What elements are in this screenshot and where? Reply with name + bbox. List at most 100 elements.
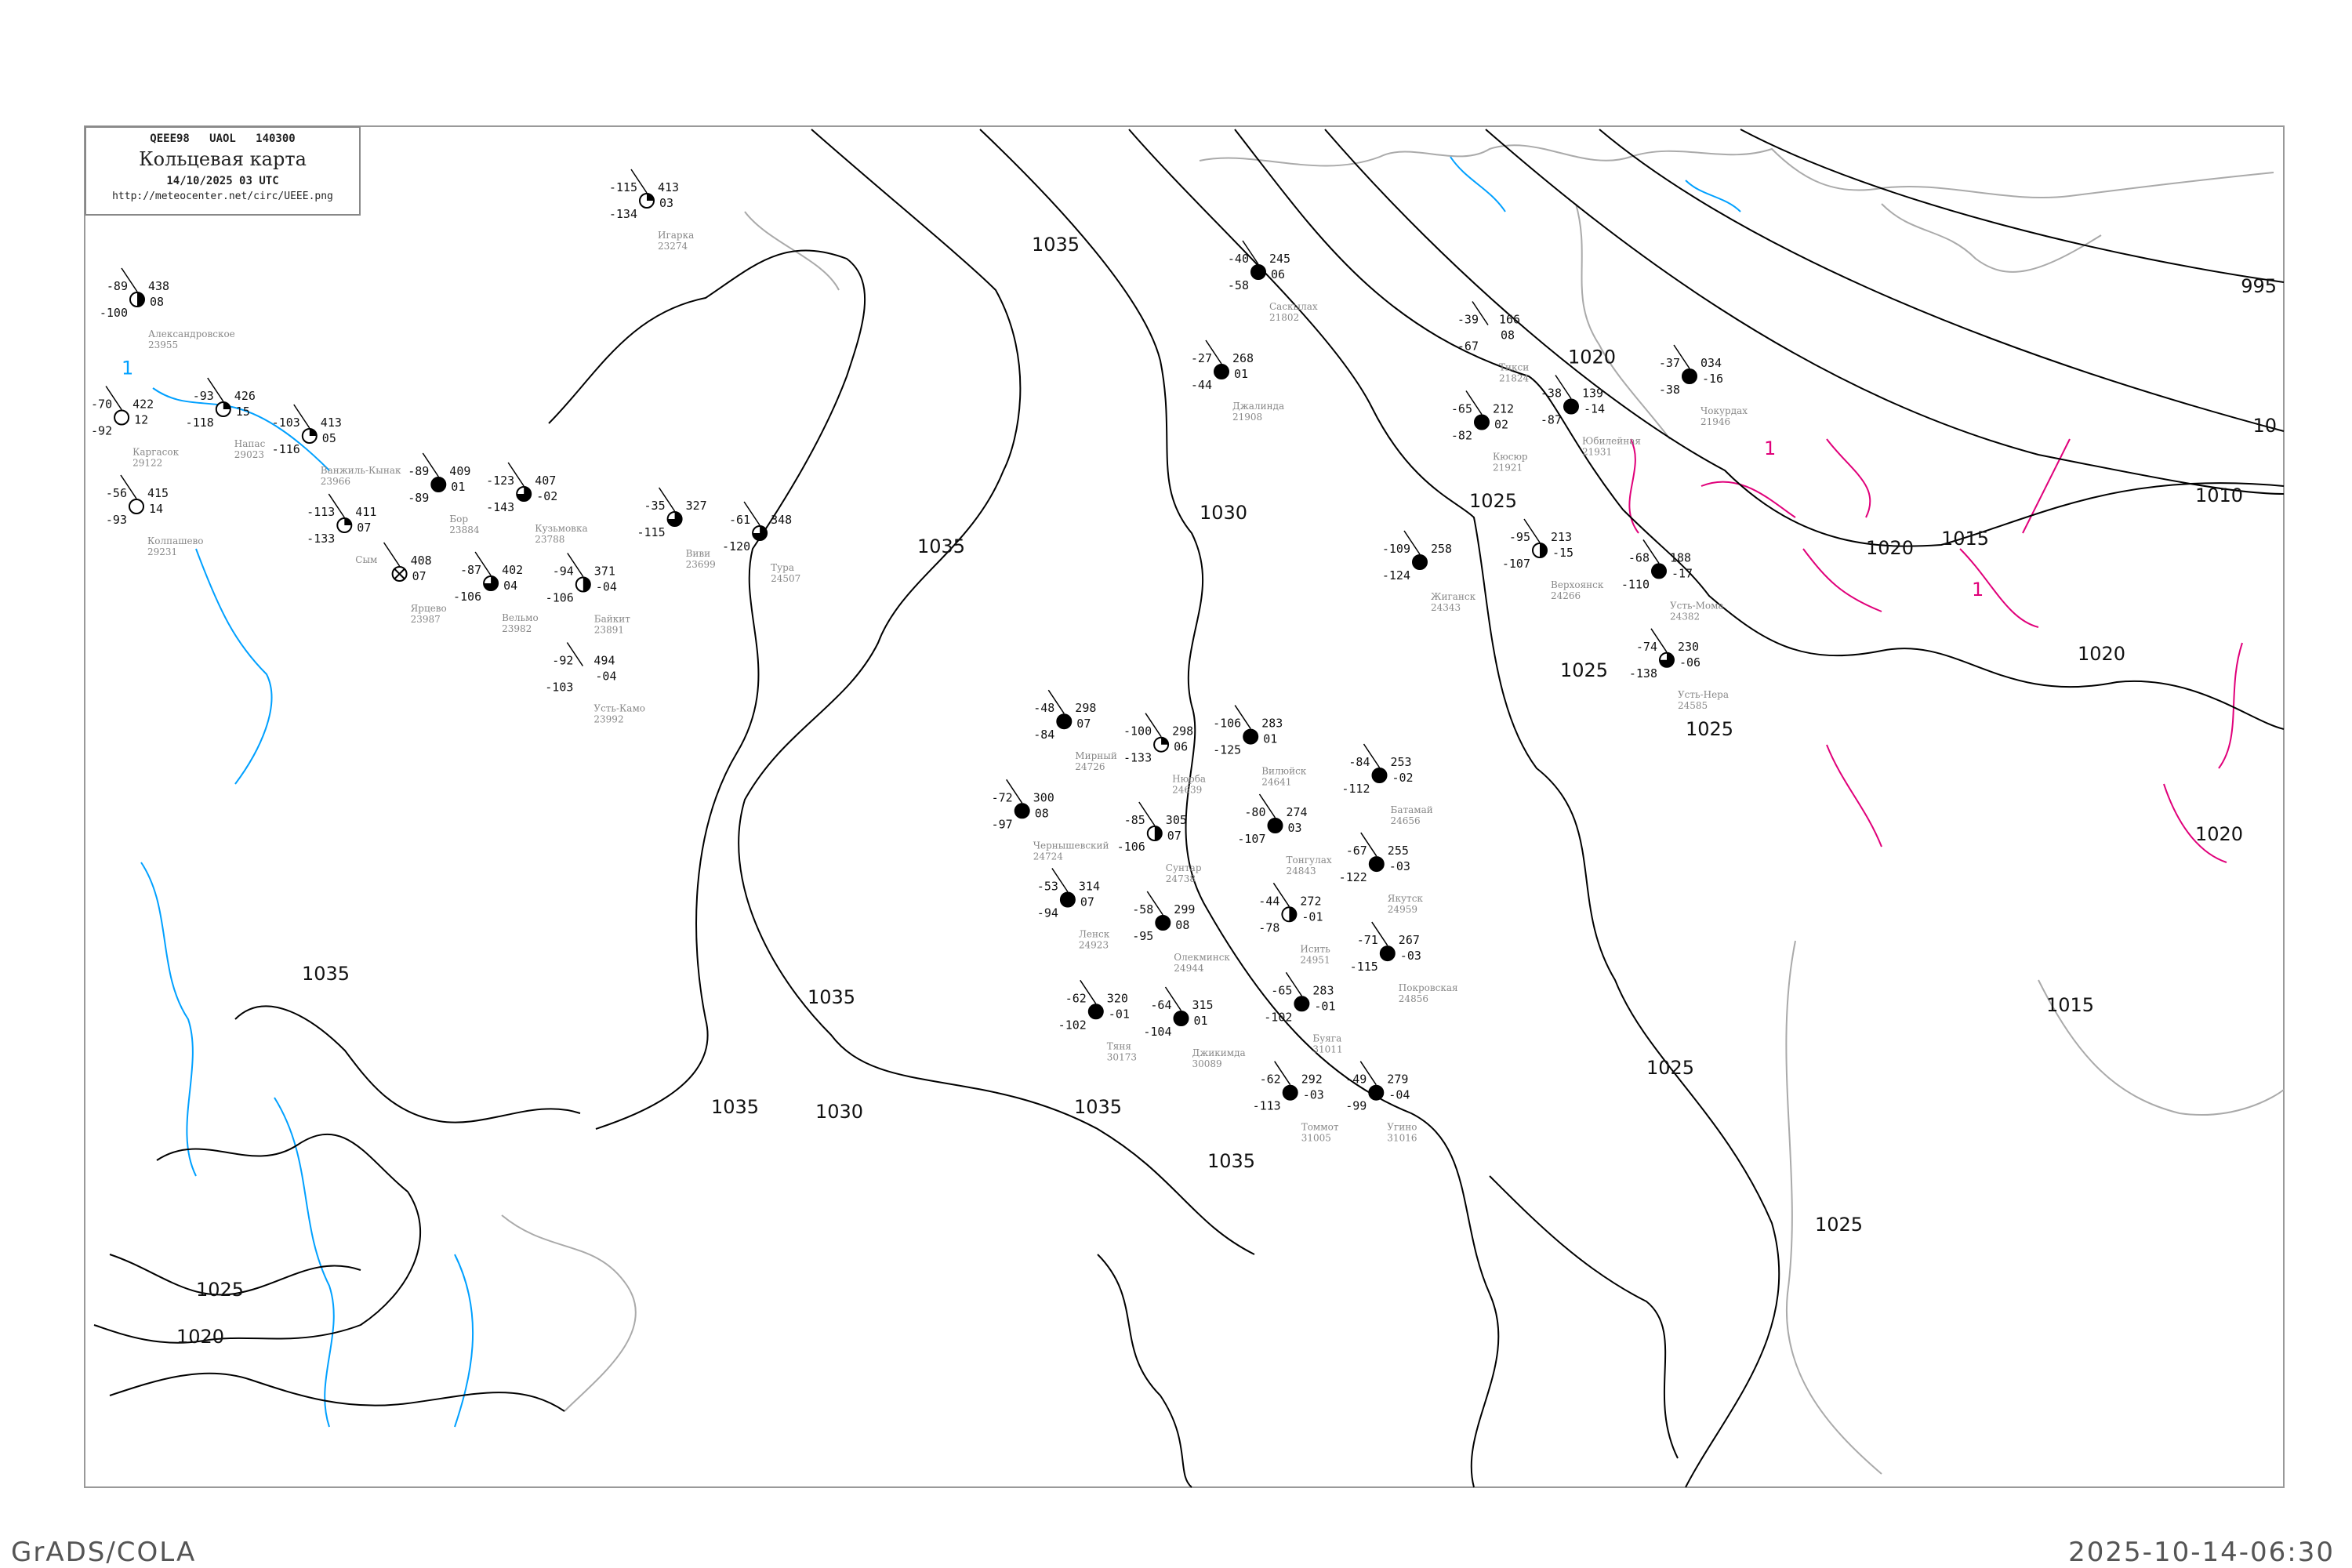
pressure: 292 — [1301, 1073, 1323, 1087]
pressure: 422 — [132, 397, 154, 412]
temperature: -37 — [1659, 356, 1680, 370]
cloud-cover-icon — [1563, 398, 1579, 415]
station-name: Байкит — [594, 614, 630, 625]
cloud-cover-icon — [1371, 768, 1388, 783]
temperature: -89 — [107, 279, 128, 293]
pressure: 230 — [1678, 640, 1699, 654]
station-id: 24507 — [771, 573, 800, 584]
cloud-partial-icon — [344, 518, 352, 525]
cloud-cover-icon — [1379, 946, 1396, 962]
temperature: -56 — [106, 486, 127, 500]
cloud-cover-icon — [1173, 1011, 1189, 1026]
station-id: 24585 — [1678, 700, 1708, 711]
isobar-label: 1020 — [1866, 537, 1914, 559]
pressure: 245 — [1269, 252, 1290, 266]
station-id: 23274 — [658, 241, 688, 252]
isobar-label-group: 1025 — [1560, 659, 1608, 681]
station-id: 21931 — [1582, 447, 1612, 458]
cloud-cover-icon — [1087, 1004, 1104, 1020]
wind-barb-icon — [1242, 240, 1259, 265]
station-id: 21824 — [1499, 373, 1530, 384]
station-name: Джалинда — [1232, 401, 1284, 412]
temperature: -39 — [1457, 313, 1479, 327]
isobar-label: 1025 — [1646, 1057, 1694, 1079]
station-name: Ленск — [1079, 929, 1110, 940]
dew-point: -115 — [637, 525, 665, 539]
dew-point: -102 — [1058, 1018, 1087, 1032]
wind-barb-icon — [207, 377, 224, 402]
pressure-tendency: 06 — [1174, 740, 1188, 754]
isobar-label: 1030 — [1200, 502, 1247, 524]
wind-barb-icon — [1360, 832, 1377, 857]
source-url[interactable]: http://meteocenter.net/circ/UEEE.png — [112, 191, 333, 202]
wind-barb-icon — [507, 462, 524, 487]
pressure: 409 — [449, 464, 470, 478]
station-id: 23992 — [593, 714, 623, 725]
temperature: -72 — [992, 790, 1013, 804]
isotherm-label: 1 — [1972, 579, 1984, 601]
cloud-cover-icon — [1056, 713, 1073, 730]
isobar-label-group: 1030 — [1200, 502, 1247, 524]
dew-point: -93 — [106, 513, 127, 527]
station-name: Игарка — [658, 230, 694, 241]
pressure: 279 — [1387, 1073, 1408, 1087]
station-plot[interactable]: -113 -133 411 07 Сым — [307, 493, 377, 565]
wind-barb-icon — [1138, 801, 1156, 826]
pressure: 298 — [1075, 701, 1096, 715]
cloud-cover-icon — [1682, 368, 1697, 384]
station-name: Тонгулах — [1287, 855, 1332, 866]
pressure: 408 — [411, 554, 432, 568]
station-id: 24944 — [1174, 963, 1204, 974]
temperature: -58 — [1132, 902, 1153, 916]
pressure-tendency: 01 — [1234, 367, 1248, 381]
station-name: Юбилейная — [1582, 436, 1641, 447]
wind-barb-icon — [1363, 743, 1381, 768]
pressure: 305 — [1166, 813, 1187, 827]
station-id: 24639 — [1172, 785, 1202, 796]
cloud-partial-icon — [309, 429, 317, 436]
